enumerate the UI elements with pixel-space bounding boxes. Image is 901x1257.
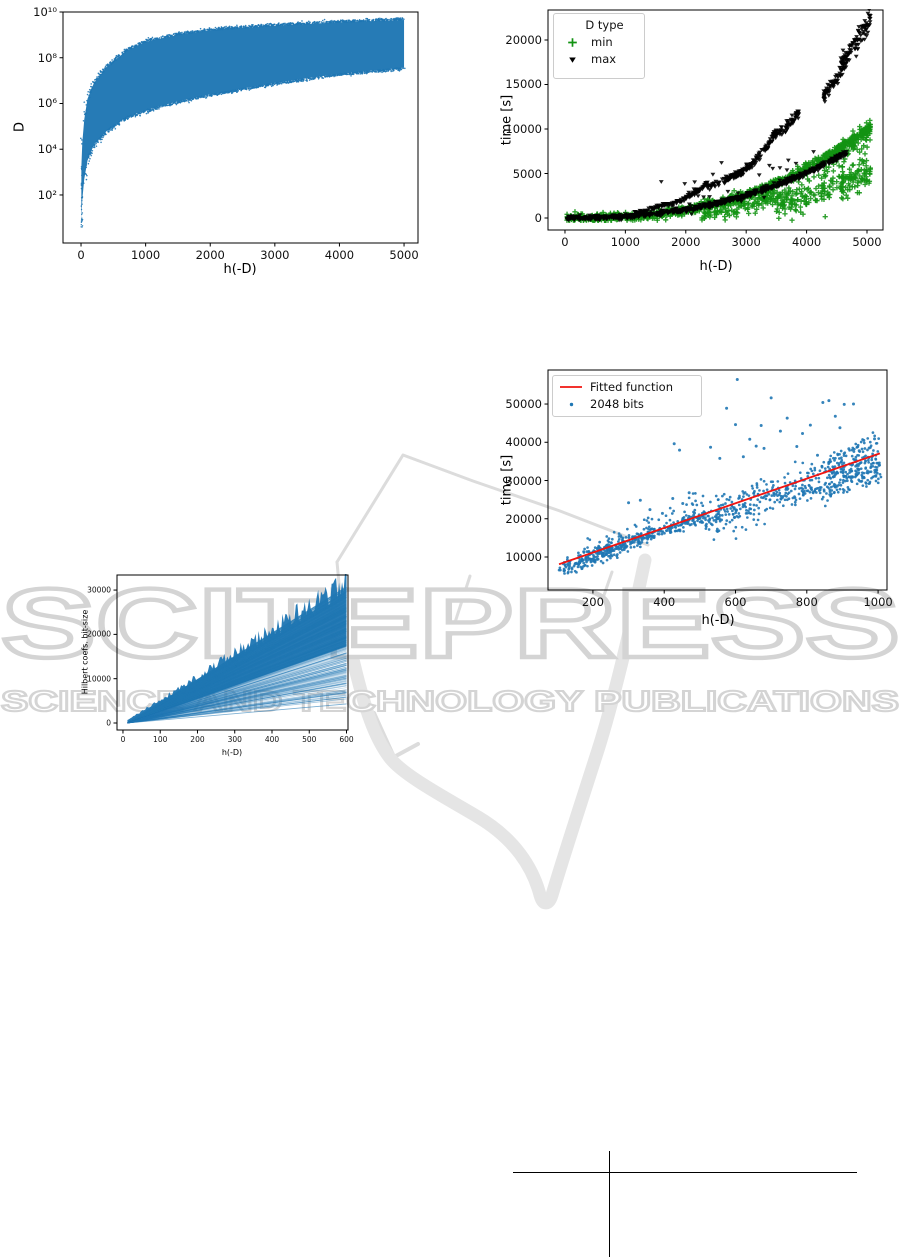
y-tick-label: 50000 (505, 397, 542, 412)
legend-label-2048-bits: 2048 bits (590, 397, 644, 411)
x-tick-label: 2000 (671, 235, 701, 249)
y-tick-label: 0 (534, 211, 542, 225)
x-axis-label: h(-D) (221, 748, 243, 757)
y-tick-label: 10¹⁰ (33, 5, 57, 19)
x-tick-label: 600 (724, 595, 747, 609)
x-tick-label: 1000 (610, 235, 641, 249)
y-tick-label: 10² (37, 187, 57, 202)
legend-item-2048-bits: 2048 bits (559, 397, 692, 411)
y-tick-label: 20000 (505, 511, 542, 526)
legend-title: D type (585, 18, 624, 32)
y-tick-label: 10⁸ (37, 50, 57, 65)
y-tick-label: 30000 (505, 473, 542, 488)
x-tick-label: 400 (264, 735, 280, 744)
partial-figure-axis-vertical (609, 1151, 610, 1257)
x-tick-label: 4000 (324, 248, 355, 262)
chart-time-fitted-2048: h(-D) time [s] Fitted function 2048 bits… (450, 355, 901, 635)
y-axis-label: D (12, 121, 28, 133)
fan-scatter-canvas (75, 560, 375, 760)
scatter-band-canvas (0, 0, 450, 300)
x-tick-label: 0 (120, 735, 126, 744)
y-tick-label: 10⁶ (37, 96, 57, 111)
x-tick-label: 5000 (852, 235, 882, 249)
y-tick-label: 15000 (505, 77, 542, 92)
x-tick-label: 600 (339, 735, 354, 744)
x-tick-label: 100 (153, 735, 168, 744)
x-tick-label: 4000 (791, 235, 822, 249)
partial-figure-axis-horizontal (513, 1172, 857, 1173)
x-tick-label: 200 (190, 735, 205, 744)
x-tick-label: 3000 (731, 235, 761, 249)
chart-discriminant-vs-class-number: h(-D) D 0 1000 2000 3000 4000 5000 10² 10⁴ 10⁶ 10… (0, 0, 450, 300)
y-tick-label: 5000 (512, 166, 542, 181)
y-tick-label: 30000 (87, 585, 111, 595)
y-tick-label: 40000 (505, 435, 542, 450)
x-tick-label: 1000 (130, 248, 161, 262)
watermark-logo-swoosh (345, 553, 652, 910)
y-axis-label: time [s] (499, 94, 515, 146)
x-tick-label: 5000 (389, 248, 419, 262)
max-triangle-marker (560, 54, 584, 65)
x-tick-label: 800 (795, 595, 818, 609)
legend-label-min: min (591, 35, 613, 49)
x-axis-label: h(-D) (223, 262, 257, 277)
legend-item-fitted-function: Fitted function (559, 380, 692, 394)
x-axis-label: h(-D) (701, 613, 735, 628)
x-tick-label: 500 (302, 735, 317, 744)
scatter-minmax-canvas (450, 0, 901, 300)
y-tick-label: 10000 (87, 674, 111, 684)
min-plus-marker (560, 37, 584, 48)
x-tick-label: 3000 (260, 248, 290, 262)
legend-d-type: D type min max (553, 13, 645, 79)
legend-item-max: max (560, 52, 635, 66)
x-tick-label: 1000 (863, 595, 893, 609)
x-tick-label: 0 (561, 235, 569, 249)
legend-item-min: min (560, 35, 635, 49)
chart-time-min-max: h(-D) time [s] D type min max 0 1000 2000 3… (450, 0, 901, 300)
x-tick-label: 200 (581, 595, 604, 609)
y-tick-label: 10000 (505, 549, 542, 564)
y-tick-label: 0 (106, 718, 111, 728)
fitted-line-marker (559, 384, 583, 390)
dot-marker (559, 399, 583, 410)
x-axis-label: h(-D) (699, 259, 733, 274)
x-tick-label: 0 (77, 248, 85, 262)
legend-label-fitted-function: Fitted function (590, 380, 673, 394)
legend-label-max: max (591, 52, 617, 66)
y-tick-label: 10000 (505, 121, 542, 136)
x-tick-label: 300 (227, 735, 242, 744)
x-tick-label: 2000 (195, 248, 225, 262)
x-tick-label: 400 (653, 595, 676, 609)
y-tick-label: 20000 (505, 32, 542, 47)
y-tick-label: 20000 (87, 629, 111, 639)
legend-fitted: Fitted function 2048 bits (552, 375, 702, 417)
chart-hilbert-coefs-bitsize: h(-D) Hilbert coefs. bit-size 0 100 200 300… (75, 560, 375, 760)
y-tick-label: 10⁴ (37, 142, 57, 157)
